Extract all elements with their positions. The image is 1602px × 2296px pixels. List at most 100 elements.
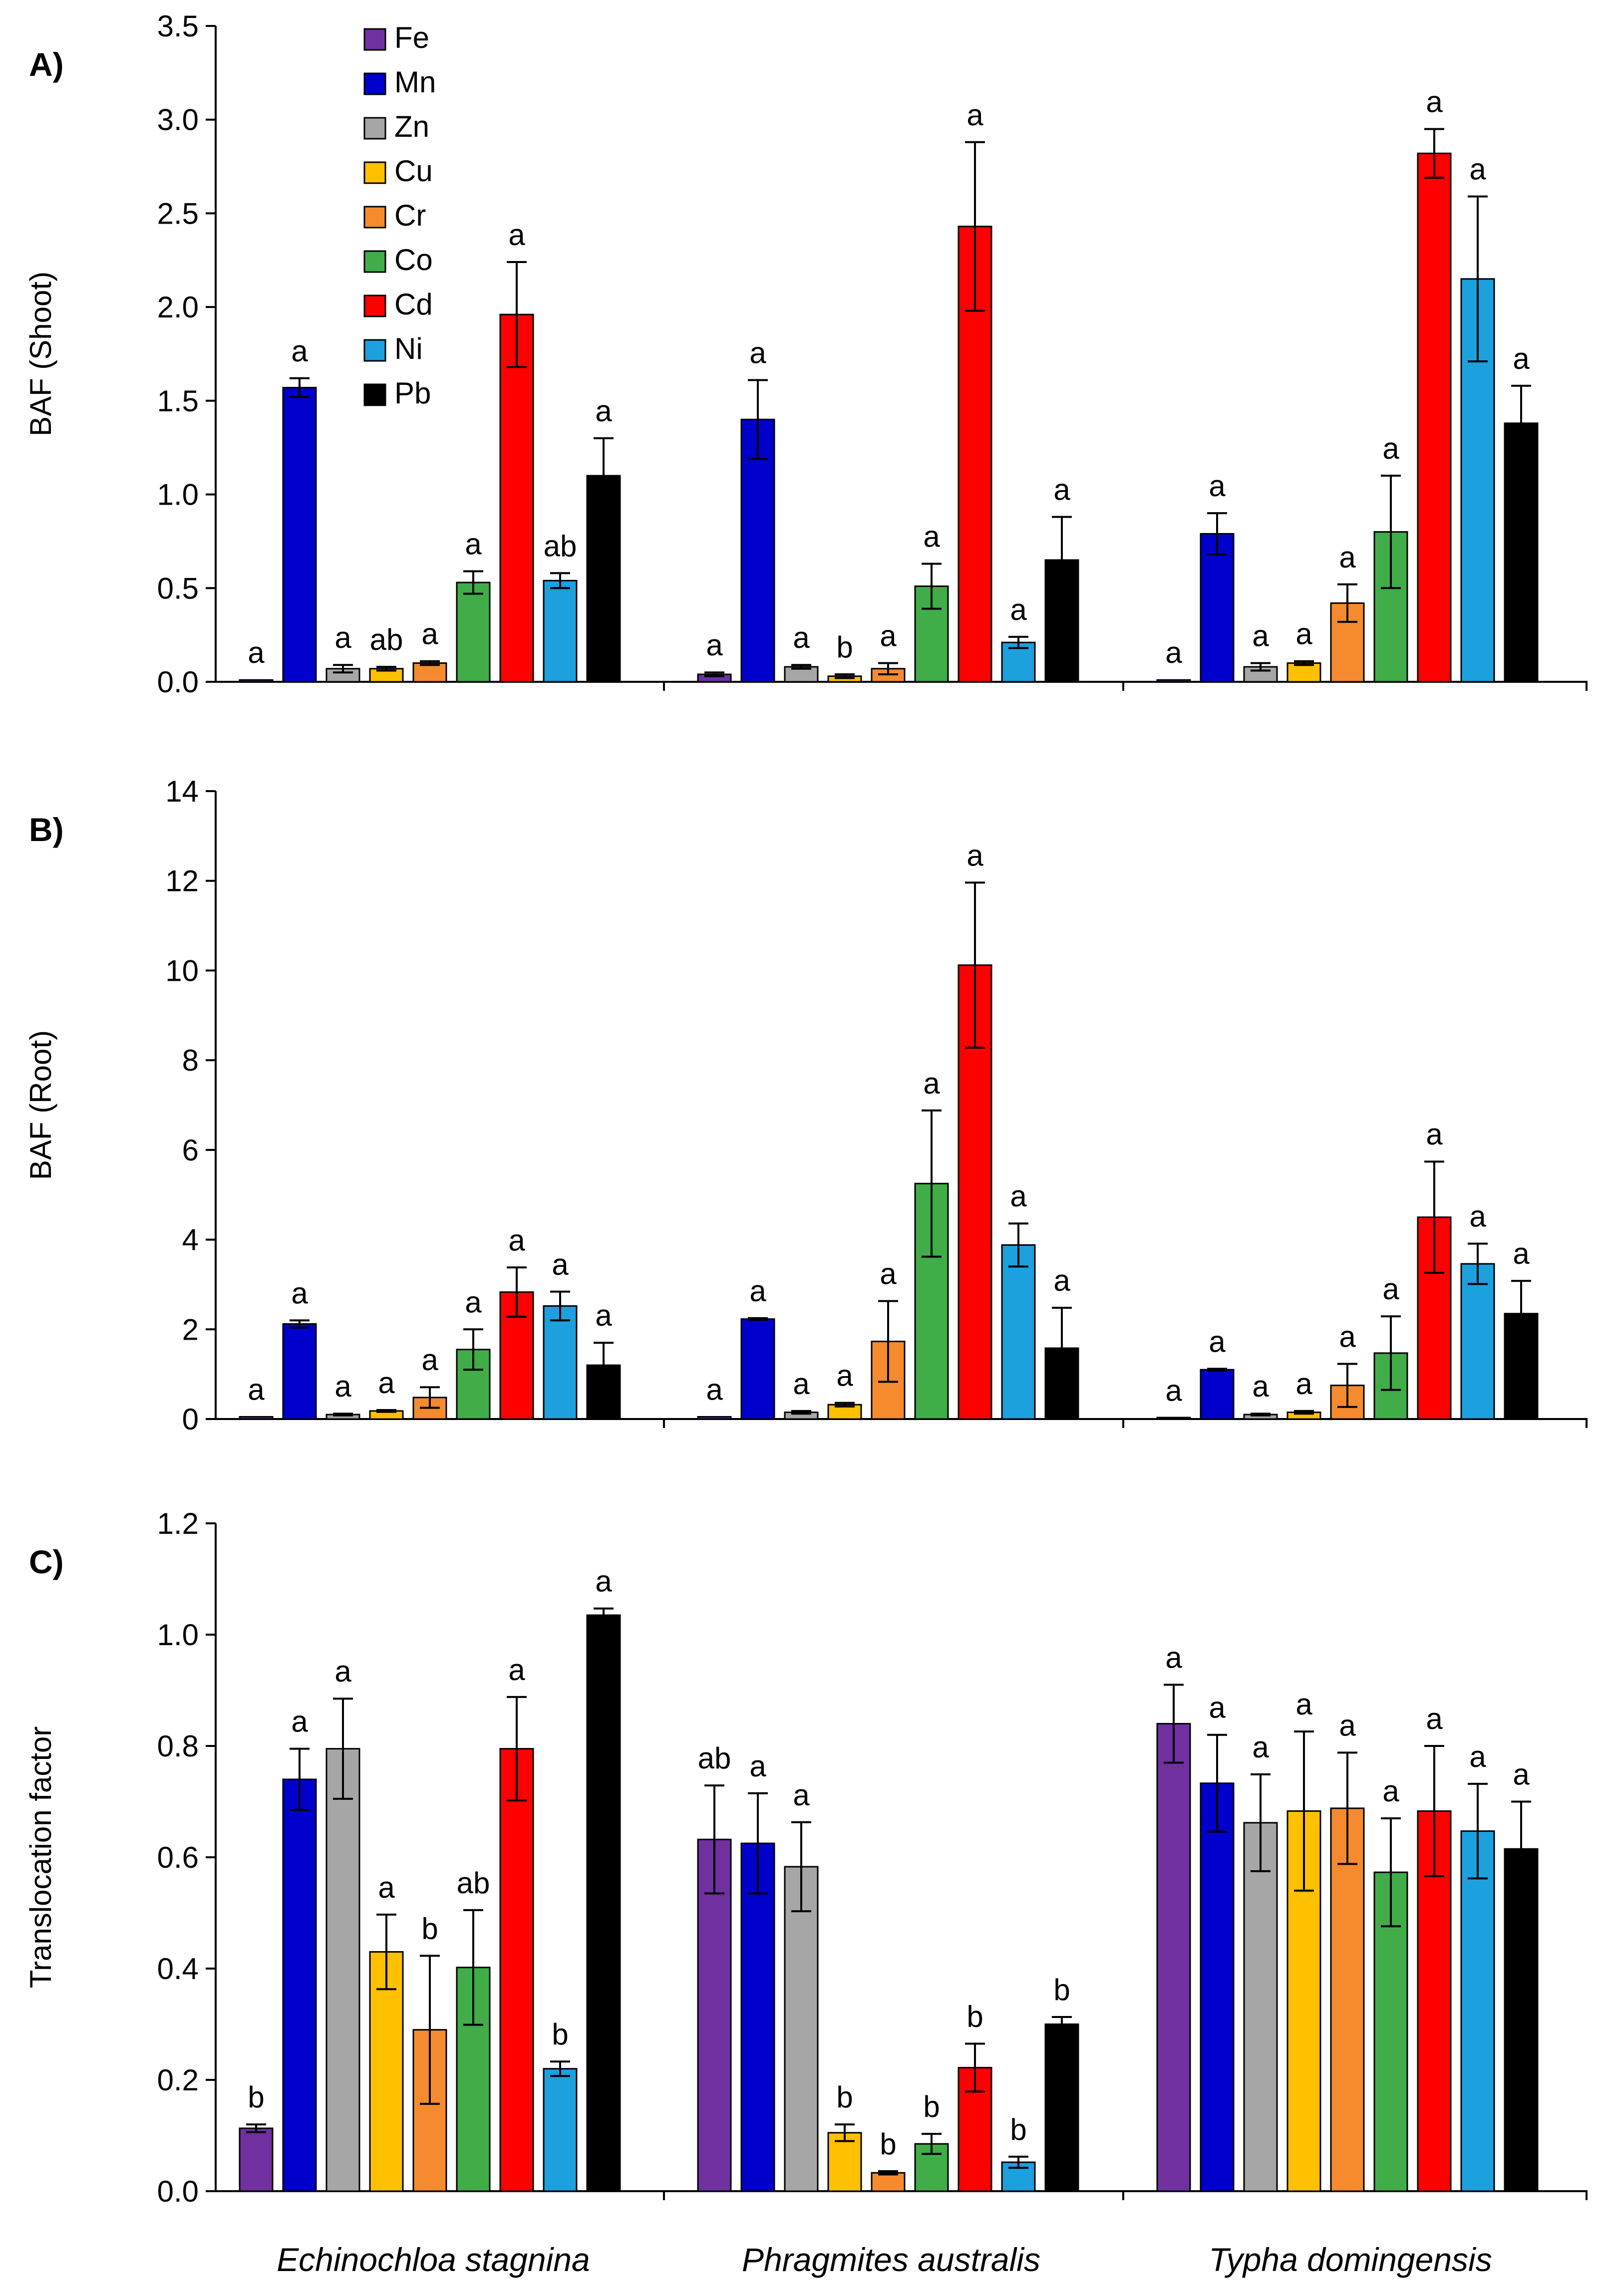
y-tick-label: 0.0: [157, 665, 199, 699]
y-tick-label: 2.0: [157, 290, 199, 324]
y-tick-label: 1.0: [157, 478, 199, 512]
y-tick-label: 12: [165, 864, 199, 898]
significance-label: a: [595, 394, 612, 428]
bar-cu: [369, 1951, 404, 2192]
significance-label: b: [248, 2080, 264, 2114]
significance-label: a: [749, 1274, 766, 1308]
legend-swatch-cd: [363, 294, 386, 317]
bar-co: [456, 581, 491, 683]
legend-swatch-co: [363, 250, 386, 273]
significance-label: a: [508, 1653, 525, 1687]
category-labels: Echinochloa stagnina Phragmites australis…: [277, 2241, 1492, 2278]
y-tick-label: 10: [165, 954, 199, 987]
significance-label: a: [1295, 1367, 1312, 1401]
significance-label: a: [1252, 619, 1269, 652]
y-tick-label: 0.5: [157, 572, 199, 605]
significance-label: a: [508, 218, 525, 252]
bar-cr: [871, 668, 906, 683]
significance-label: a: [793, 1778, 810, 1812]
bar-mn: [282, 1323, 317, 1420]
y-tick-label: 3.0: [157, 103, 199, 137]
bar-cr: [871, 2172, 906, 2192]
bar-fe: [697, 1416, 732, 1420]
significance-label: a: [706, 628, 723, 662]
y-tick-label: 1.5: [157, 384, 199, 418]
significance-label: a: [595, 1565, 612, 1598]
bar-ni: [1460, 1830, 1495, 2192]
category-label: Typha domingensis: [1209, 2241, 1492, 2278]
y-tick-label: 4: [182, 1223, 199, 1257]
bar-mn: [740, 1842, 775, 2192]
y-tick-label: 14: [165, 775, 199, 808]
significance-label: a: [1010, 1179, 1027, 1213]
significance-label: a: [1513, 1758, 1530, 1791]
significance-label: a: [1165, 1374, 1182, 1407]
significance-label: a: [1252, 1370, 1269, 1403]
significance-label: a: [334, 1655, 351, 1688]
y-tick-label: 0.0: [157, 2175, 199, 2208]
legend-label-cd: Cd: [394, 287, 433, 321]
significance-label: a: [508, 1223, 525, 1257]
legend-swatch-cu: [363, 161, 386, 184]
significance-label: a: [1382, 432, 1399, 465]
significance-label: a: [1209, 1325, 1226, 1358]
legend-swatch-pb: [363, 383, 386, 406]
y-tick-label: 1.0: [157, 1618, 199, 1652]
bar-mn: [282, 387, 317, 683]
significance-label: a: [1252, 1730, 1269, 1764]
significance-label: a: [334, 621, 351, 654]
legend: Fe Mn Zn Cu Cr Co Cd Ni Pb: [363, 21, 436, 410]
significance-label: a: [465, 527, 482, 561]
significance-label: a: [378, 1366, 395, 1400]
legend-label-fe: Fe: [394, 21, 429, 54]
category-label: Echinochloa stagnina: [277, 2241, 590, 2278]
legend-swatch-mn: [363, 72, 386, 95]
significance-label: a: [793, 1367, 810, 1401]
significance-label: a: [1295, 1688, 1312, 1721]
significance-label: a: [1513, 342, 1530, 375]
y-tick-label: 6: [182, 1134, 199, 1167]
significance-label: b: [1010, 2113, 1026, 2146]
bar-mn: [1200, 533, 1235, 683]
significance-label: b: [966, 2000, 983, 2033]
significance-label: a: [1209, 1691, 1226, 1724]
y-tick-label: 0.6: [157, 1841, 199, 1874]
significance-label: b: [836, 630, 853, 664]
legend-label-co: Co: [394, 243, 433, 277]
significance-label: ab: [457, 1866, 490, 1900]
legend-label-zn: Zn: [394, 110, 429, 143]
y-tick-label: 0: [182, 1403, 199, 1436]
y-tick-label: 2.5: [157, 197, 199, 230]
significance-label: a: [966, 839, 983, 872]
significance-label: a: [1010, 593, 1027, 626]
panel-3: 0.0 0.2 0.4 0.6 0.8 1.0 1.2 Translocation facto…: [24, 1507, 1588, 2208]
legend-swatch-ni: [363, 339, 386, 362]
y-tick-label: 8: [182, 1044, 199, 1077]
significance-label: a: [1165, 636, 1182, 669]
panel-label: C): [29, 1543, 64, 1580]
bar-ni: [543, 579, 578, 683]
significance-label: a: [595, 1299, 612, 1332]
significance-label: a: [291, 1705, 308, 1738]
legend-swatch-fe: [363, 28, 386, 51]
significance-label: a: [1382, 1774, 1399, 1808]
bar-fe: [239, 2127, 274, 2192]
significance-label: a: [1469, 153, 1486, 186]
significance-label: b: [1053, 1973, 1070, 2007]
y-tick-label: 0.4: [157, 1952, 199, 1986]
significance-label: a: [334, 1370, 351, 1403]
bar-zn: [784, 1866, 819, 2192]
bar-pb: [586, 1614, 621, 2192]
significance-label: a: [880, 619, 897, 652]
significance-label: a: [749, 336, 766, 370]
significance-label: a: [378, 1871, 395, 1904]
significance-label: a: [1295, 617, 1312, 651]
significance-label: b: [836, 2080, 853, 2114]
bar-cd: [499, 1748, 534, 2192]
significance-label: a: [1165, 1641, 1182, 1674]
significance-label: a: [465, 1285, 482, 1319]
bar-mn: [740, 1318, 775, 1420]
